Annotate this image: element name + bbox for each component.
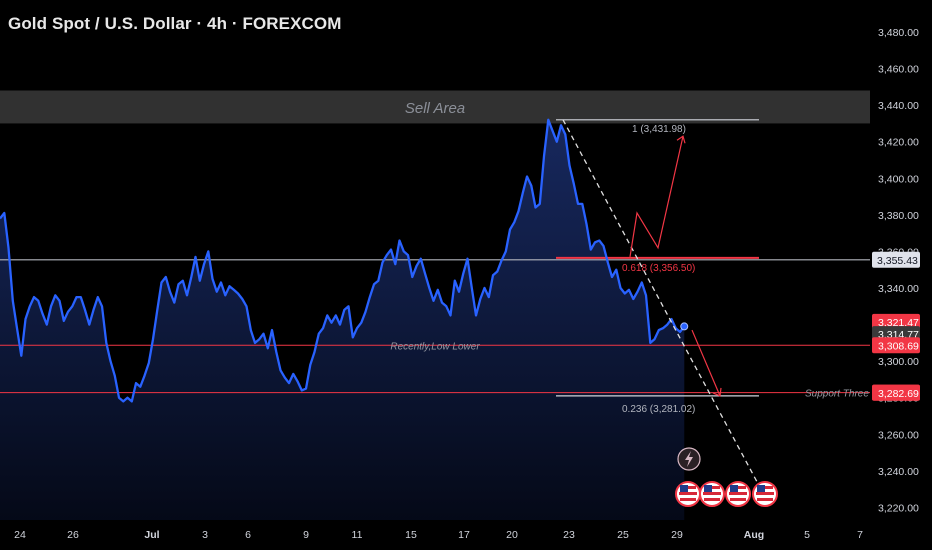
price-badge-level: 3,355.43 [872, 251, 920, 268]
price-badge-box [872, 384, 920, 401]
us-flag-event-icon [725, 481, 751, 507]
us-flag-stripe [703, 492, 721, 495]
recent-low-label: Recently,Low Lower [390, 341, 480, 352]
price-tick-label: 3,260.00 [878, 429, 919, 441]
price-tick-label: 3,460.00 [878, 64, 919, 76]
us-flag-event-icon [675, 481, 701, 507]
sell-area-label: Sell Area [405, 100, 465, 117]
last-price-dot [680, 322, 689, 331]
price-badge-label: 3,355.43 [877, 255, 918, 267]
time-tick-label: 7 [857, 529, 863, 541]
price-tick-label: 3,420.00 [878, 137, 919, 149]
projection-up-path [629, 136, 684, 257]
time-tick-label: Jul [144, 529, 159, 541]
projection-down-path [691, 329, 721, 397]
price-tick-label: 3,380.00 [878, 210, 919, 222]
time-tick-label: 15 [405, 529, 417, 541]
price-tick-label: 3,240.00 [878, 466, 919, 478]
time-tick-label: 3 [202, 529, 208, 541]
us-flag-stripe [704, 498, 720, 501]
price-badge: 3,282.69 [872, 384, 920, 401]
us-flag-stripe [730, 498, 746, 501]
dashed-trendline [562, 119, 759, 484]
time-tick-label: 6 [245, 529, 251, 541]
us-flag-event-icon [752, 481, 778, 507]
us-flag-canton [680, 485, 688, 492]
price-tick-label: 3,400.00 [878, 173, 919, 185]
us-flag-stripe [756, 492, 774, 495]
us-flag-canton [730, 485, 738, 492]
price-badge: 3,321.47 [872, 313, 920, 330]
support-three-label: Support Three [805, 389, 869, 400]
price-badge-box [872, 337, 920, 354]
price-badge-label: 3,308.69 [878, 340, 919, 352]
projection-up-arrowhead [676, 135, 686, 144]
time-tick-label: 9 [303, 529, 309, 541]
fib-0618-label: 0.618 (3,356.50) [622, 263, 695, 274]
time-tick-label: 26 [67, 529, 79, 541]
us-flag-stripe [729, 492, 747, 495]
price-tick-label: 3,480.00 [878, 27, 919, 39]
us-flag-canton [704, 485, 712, 492]
time-tick-label: 20 [506, 529, 518, 541]
us-flag-canton [757, 485, 765, 492]
price-tick-label: 3,440.00 [878, 100, 919, 112]
projection-down-arrowhead [712, 387, 722, 397]
price-badge-label: 3,282.69 [878, 388, 919, 400]
fib-1-label: 1 (3,431.98) [632, 124, 686, 135]
price-badge: 3,308.69 [872, 337, 920, 354]
time-tick-label: Aug [744, 529, 764, 541]
us-flag-stripe [680, 498, 696, 501]
price-line [0, 118, 686, 403]
sell-area-zone [0, 90, 870, 124]
price-tick-label: 3,340.00 [878, 283, 919, 295]
chart-title: Gold Spot / U.S. Dollar · 4h · FOREXCOM [8, 14, 342, 33]
price-badge-box [872, 313, 920, 330]
time-tick-label: 17 [458, 529, 470, 541]
price-badge-box [872, 251, 920, 268]
price-badge-label: 3,321.47 [878, 317, 919, 329]
time-tick-label: 25 [617, 529, 629, 541]
time-tick-label: 23 [563, 529, 575, 541]
time-tick-label: 24 [14, 529, 26, 541]
lightning-bolt-icon [685, 451, 693, 467]
price-tick-label: 3,300.00 [878, 356, 919, 368]
us-flag-stripe [679, 492, 697, 495]
fib-0236-label: 0.236 (3,281.02) [622, 404, 695, 415]
time-tick-label: 11 [352, 529, 363, 541]
price-tick-label: 3,220.00 [878, 502, 919, 514]
us-flag-stripe [757, 498, 773, 501]
time-tick-label: 29 [671, 529, 683, 541]
us-flag-event-icon [699, 481, 725, 507]
time-tick-label: 5 [804, 529, 810, 541]
